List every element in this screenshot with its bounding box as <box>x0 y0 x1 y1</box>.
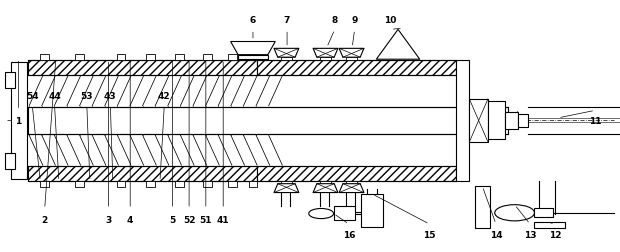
Polygon shape <box>274 49 299 58</box>
Bar <box>40 181 49 187</box>
Bar <box>281 58 292 60</box>
Bar <box>228 55 237 60</box>
Text: 53: 53 <box>81 91 93 100</box>
Bar <box>146 181 155 187</box>
Text: 43: 43 <box>104 91 117 100</box>
Text: 7: 7 <box>284 16 290 25</box>
Text: 14: 14 <box>490 230 502 239</box>
Text: 10: 10 <box>384 16 397 25</box>
Bar <box>117 55 125 60</box>
Bar <box>75 181 84 187</box>
Text: 2: 2 <box>42 215 48 224</box>
Text: 13: 13 <box>524 230 536 239</box>
Bar <box>238 55 268 60</box>
Bar <box>456 60 469 181</box>
Text: 8: 8 <box>332 16 338 25</box>
Text: 12: 12 <box>549 230 561 239</box>
Bar <box>175 181 184 187</box>
Bar <box>361 194 383 227</box>
Bar <box>320 58 331 60</box>
Bar <box>75 55 84 60</box>
Text: 42: 42 <box>158 91 170 100</box>
Bar <box>505 112 518 130</box>
Bar <box>175 55 184 60</box>
Bar <box>475 186 490 228</box>
Bar <box>28 107 508 135</box>
Text: 4: 4 <box>127 215 133 224</box>
Bar <box>534 222 565 228</box>
Bar <box>320 181 331 184</box>
Bar <box>534 209 553 217</box>
Bar <box>5 73 15 88</box>
Polygon shape <box>376 30 420 60</box>
Bar <box>146 55 155 60</box>
Bar <box>257 166 456 181</box>
Polygon shape <box>339 184 364 193</box>
Bar <box>334 207 355 220</box>
Bar <box>346 58 357 60</box>
Text: 51: 51 <box>200 215 212 224</box>
Text: 9: 9 <box>352 16 358 25</box>
Text: 54: 54 <box>26 91 38 100</box>
Bar <box>469 100 488 142</box>
Polygon shape <box>313 184 338 193</box>
Circle shape <box>309 209 334 219</box>
Bar <box>28 166 257 181</box>
Text: 15: 15 <box>423 230 436 239</box>
Bar <box>5 154 15 169</box>
Bar <box>28 60 257 76</box>
Bar <box>518 115 528 127</box>
Polygon shape <box>313 49 338 58</box>
Bar <box>249 55 257 60</box>
Bar <box>203 181 212 187</box>
Text: 44: 44 <box>48 91 61 100</box>
Text: 6: 6 <box>250 16 256 25</box>
Bar <box>281 181 292 184</box>
Bar <box>40 55 49 60</box>
Text: 1: 1 <box>16 116 22 125</box>
Bar <box>117 181 125 187</box>
Text: 11: 11 <box>589 116 601 125</box>
Circle shape <box>495 205 534 221</box>
Bar <box>249 181 257 187</box>
Polygon shape <box>231 42 275 55</box>
Text: 5: 5 <box>169 215 175 224</box>
Bar <box>346 181 357 184</box>
Text: 16: 16 <box>343 230 355 239</box>
Bar <box>203 55 212 60</box>
Polygon shape <box>274 184 299 193</box>
Polygon shape <box>339 49 364 58</box>
Text: 52: 52 <box>183 215 195 224</box>
Bar <box>11 63 27 179</box>
Text: 3: 3 <box>105 215 112 224</box>
Bar <box>228 181 237 187</box>
Text: 41: 41 <box>217 215 229 224</box>
Bar <box>488 102 505 140</box>
Bar <box>257 60 456 76</box>
